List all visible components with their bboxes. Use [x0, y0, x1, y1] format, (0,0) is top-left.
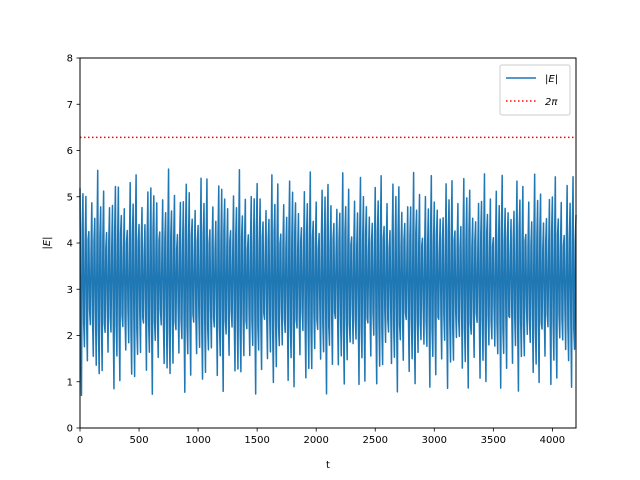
x-axis-label: t: [326, 460, 330, 471]
y-axis-ticks: 0 1 2 3 4 5 6 7 8: [67, 54, 80, 435]
x-tick-label: 500: [130, 435, 149, 446]
y-tick-label: 6: [67, 146, 73, 157]
legend-label-two-pi: 2π: [545, 97, 558, 108]
y-tick-label: 0: [67, 424, 73, 435]
x-tick-label: 1500: [244, 435, 269, 446]
x-tick-label: 2000: [303, 435, 328, 446]
x-tick-label: 0: [77, 435, 83, 446]
y-tick-label: 4: [67, 239, 73, 250]
y-tick-label: 3: [67, 285, 73, 296]
y-tick-label: 1: [67, 377, 73, 388]
series-layer: [79, 136, 577, 397]
legend: |E| 2π: [499, 64, 571, 116]
y-tick-label: 8: [67, 54, 73, 65]
x-tick-label: 1000: [185, 435, 210, 446]
y-axis-label: |E|: [42, 236, 53, 249]
x-tick-label: 3000: [422, 435, 447, 446]
x-tick-label: 3500: [481, 435, 506, 446]
y-tick-label: 7: [67, 100, 73, 111]
x-tick-label: 4000: [540, 435, 565, 446]
legend-label-abs-e: |E|: [545, 74, 558, 85]
x-tick-label: 2500: [363, 435, 388, 446]
legend-box: [499, 64, 571, 116]
x-axis-ticks: 0 500 1000 1500 2000 2500 3000 3500 4000: [77, 428, 565, 446]
y-tick-label: 2: [67, 331, 73, 342]
y-tick-label: 5: [67, 192, 73, 203]
series-line-abs-e: [79, 168, 577, 397]
